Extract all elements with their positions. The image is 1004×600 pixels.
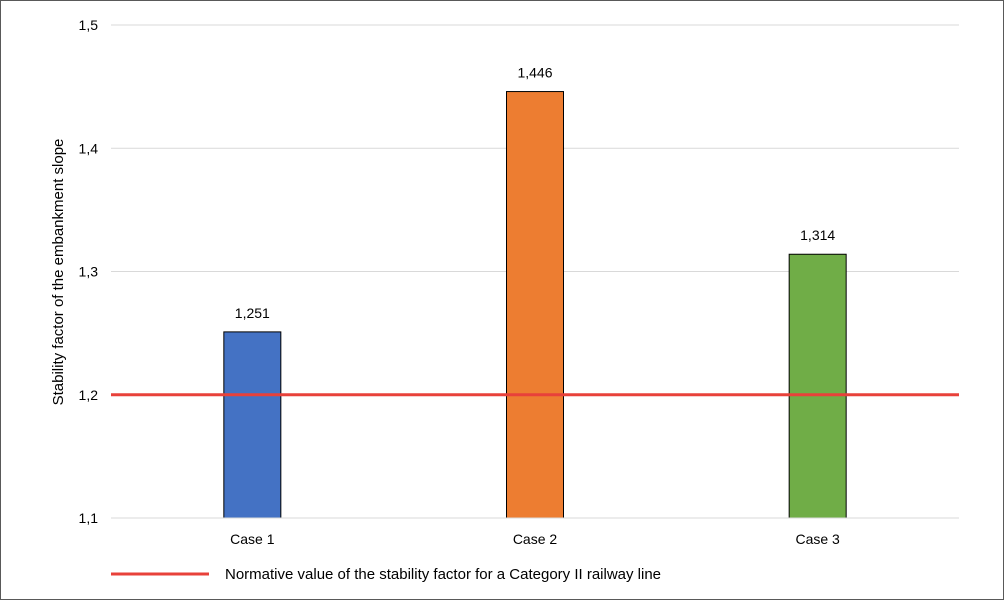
y-tick-label: 1,2 — [79, 387, 99, 403]
x-axis-tick-labels: Case 1 Case 2 Case 3 — [230, 531, 840, 547]
y-tick-label: 1,5 — [79, 17, 99, 33]
y-tick-label: 1,1 — [79, 510, 99, 526]
legend: Normative value of the stability factor … — [111, 566, 661, 583]
bar-2 — [506, 91, 564, 519]
y-tick-label: 1,4 — [79, 140, 99, 156]
bar-3 — [788, 253, 847, 519]
data-label: 1,251 — [235, 305, 270, 321]
x-tick-label: Case 1 — [230, 531, 275, 547]
x-tick-label: Case 3 — [795, 531, 840, 547]
x-tick-label: Case 2 — [513, 531, 558, 547]
legend-label: Normative value of the stability factor … — [225, 566, 661, 583]
data-labels: 1,251 1,446 1,314 — [235, 65, 836, 321]
bar-1 — [223, 331, 282, 519]
y-axis-title: Stability factor of the embankment slope — [50, 139, 67, 406]
y-tick-label: 1,3 — [79, 264, 99, 280]
data-label: 1,446 — [517, 65, 552, 81]
bars — [223, 91, 847, 519]
data-label: 1,314 — [800, 227, 835, 243]
y-axis-tick-labels: 1,1 1,2 1,3 1,4 1,5 — [79, 17, 99, 526]
